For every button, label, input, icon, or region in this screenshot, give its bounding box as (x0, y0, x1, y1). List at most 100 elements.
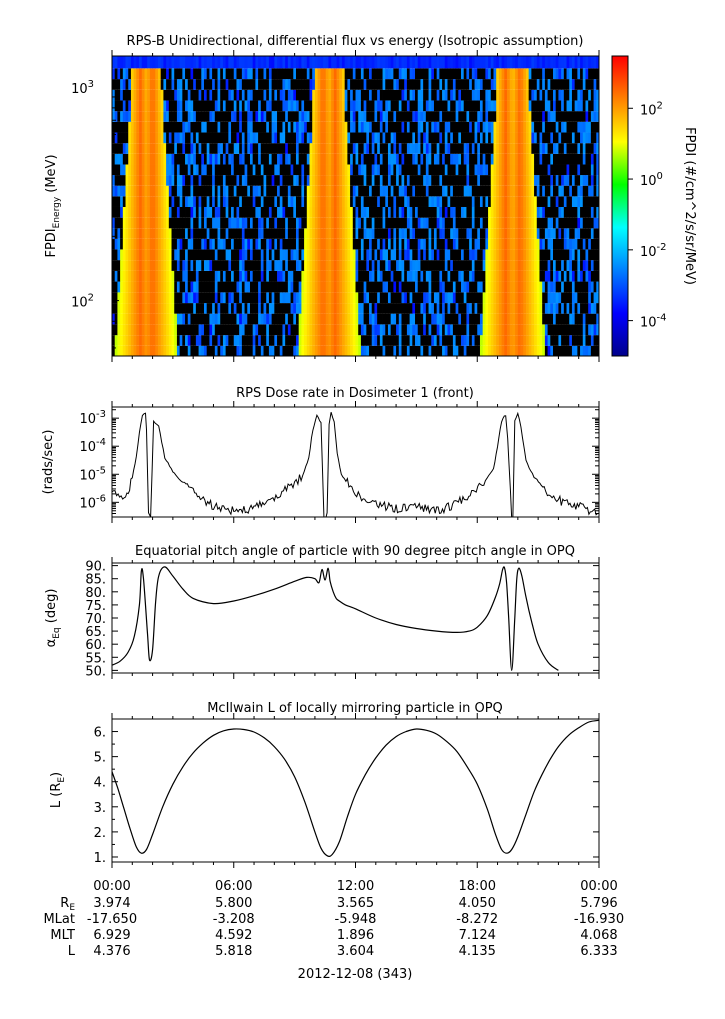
heatmap-cell (166, 121, 170, 133)
heatmap-cell (241, 228, 245, 239)
heatmap-cell (574, 68, 578, 80)
heatmap-cell (569, 79, 573, 90)
heatmap-cell (295, 238, 300, 250)
heatmap-cell (466, 270, 470, 282)
heatmap-cell (401, 132, 405, 144)
heatmap-cell (152, 164, 156, 176)
heatmap-cell (520, 249, 524, 261)
heatmap-cell (130, 153, 135, 165)
heatmap-cell (187, 121, 191, 133)
heatmap-cell (323, 260, 327, 271)
heatmap-cell (493, 292, 497, 304)
heatmap-cell (574, 335, 578, 346)
heatmap-cell (420, 100, 424, 112)
heatmap-cell (282, 56, 286, 69)
heatmap-cell (325, 121, 329, 133)
heatmap-cell (130, 270, 135, 282)
heatmap-cell (593, 68, 597, 80)
heatmap-cell (577, 303, 581, 314)
heatmap-cell (385, 164, 389, 176)
heatmap-cell (225, 335, 229, 346)
heatmap-cell (163, 132, 167, 144)
heatmap-cell (525, 292, 530, 304)
heatmap-cell (436, 324, 440, 336)
heatmap-cell (323, 100, 327, 112)
heatmap-cell (157, 153, 162, 165)
heatmap-cell (331, 345, 335, 356)
heatmap-cell (501, 153, 505, 165)
heatmap-cell (147, 260, 151, 271)
heatmap-cell (423, 175, 427, 186)
heatmap-cell (428, 313, 432, 325)
heatmap-cell (471, 132, 475, 144)
heatmap-cell (328, 217, 332, 229)
heatmap-cell (209, 303, 213, 314)
heatmap-cell (585, 313, 589, 325)
heatmap-cell (277, 175, 281, 186)
heatmap-cell (125, 345, 129, 356)
heatmap-cell (458, 111, 462, 122)
heatmap-cell (442, 175, 446, 186)
heatmap-cell (382, 79, 386, 90)
heatmap-cell (520, 100, 524, 112)
heatmap-cell (117, 249, 121, 261)
heatmap-cell (309, 249, 313, 261)
heatmap-cell (285, 143, 289, 154)
heatmap-cell (390, 281, 394, 293)
heatmap-cell (301, 153, 305, 165)
heatmap-cell (377, 313, 381, 325)
heatmap-cell (588, 121, 592, 133)
heatmap-cell (314, 260, 319, 271)
heatmap-cell (461, 303, 465, 314)
heatmap-cell (179, 292, 183, 304)
heatmap-cell (166, 206, 170, 218)
heatmap-cell (531, 228, 535, 239)
heatmap-cell (550, 153, 554, 165)
heatmap-cell (360, 164, 365, 176)
heatmap-cell (279, 111, 283, 122)
heatmap-cell (274, 121, 278, 133)
heatmap-cell (285, 335, 289, 346)
heatmap-cell (179, 132, 183, 144)
heatmap-cell (244, 121, 248, 133)
heatmap-cell (220, 185, 224, 197)
heatmap-cell (203, 153, 208, 165)
heatmap-cell (195, 324, 199, 336)
heatmap-cell (328, 56, 332, 69)
heatmap-cell (117, 196, 121, 207)
heatmap-cell (431, 143, 435, 154)
heatmap-cell (360, 260, 365, 271)
heatmap-cell (252, 303, 256, 314)
heatmap-cell (539, 143, 543, 154)
heatmap-cell (268, 121, 273, 133)
heatmap-cell (485, 89, 489, 101)
heatmap-cell (485, 79, 489, 90)
heatmap-cell (512, 100, 516, 112)
heatmap-cell (582, 164, 586, 176)
heatmap-cell (406, 56, 411, 69)
heatmap-cell (325, 79, 329, 90)
heatmap-cell (149, 132, 153, 144)
heatmap-cell (249, 303, 254, 314)
heatmap-cell (390, 249, 394, 261)
heatmap-cell (444, 132, 448, 144)
heatmap-cell (396, 56, 400, 69)
heatmap-cell (369, 217, 373, 229)
heatmap-cell (336, 270, 340, 282)
heatmap-cell (355, 143, 359, 154)
heatmap-cell (339, 281, 343, 293)
heatmap-cell (415, 206, 419, 218)
heatmap-cell (401, 185, 405, 197)
heatmap-cell (534, 206, 538, 218)
heatmap-cell (166, 100, 170, 112)
heatmap-cell (555, 324, 559, 336)
heatmap-cell (393, 143, 397, 154)
heatmap-cell (525, 175, 530, 186)
heatmap-cell (331, 153, 335, 165)
heatmap-cell (371, 206, 375, 218)
heatmap-cell (217, 56, 221, 69)
heatmap-cell (580, 175, 584, 186)
heatmap-cell (306, 270, 310, 282)
heatmap-cell (566, 270, 570, 282)
heatmap-cell (247, 270, 251, 282)
